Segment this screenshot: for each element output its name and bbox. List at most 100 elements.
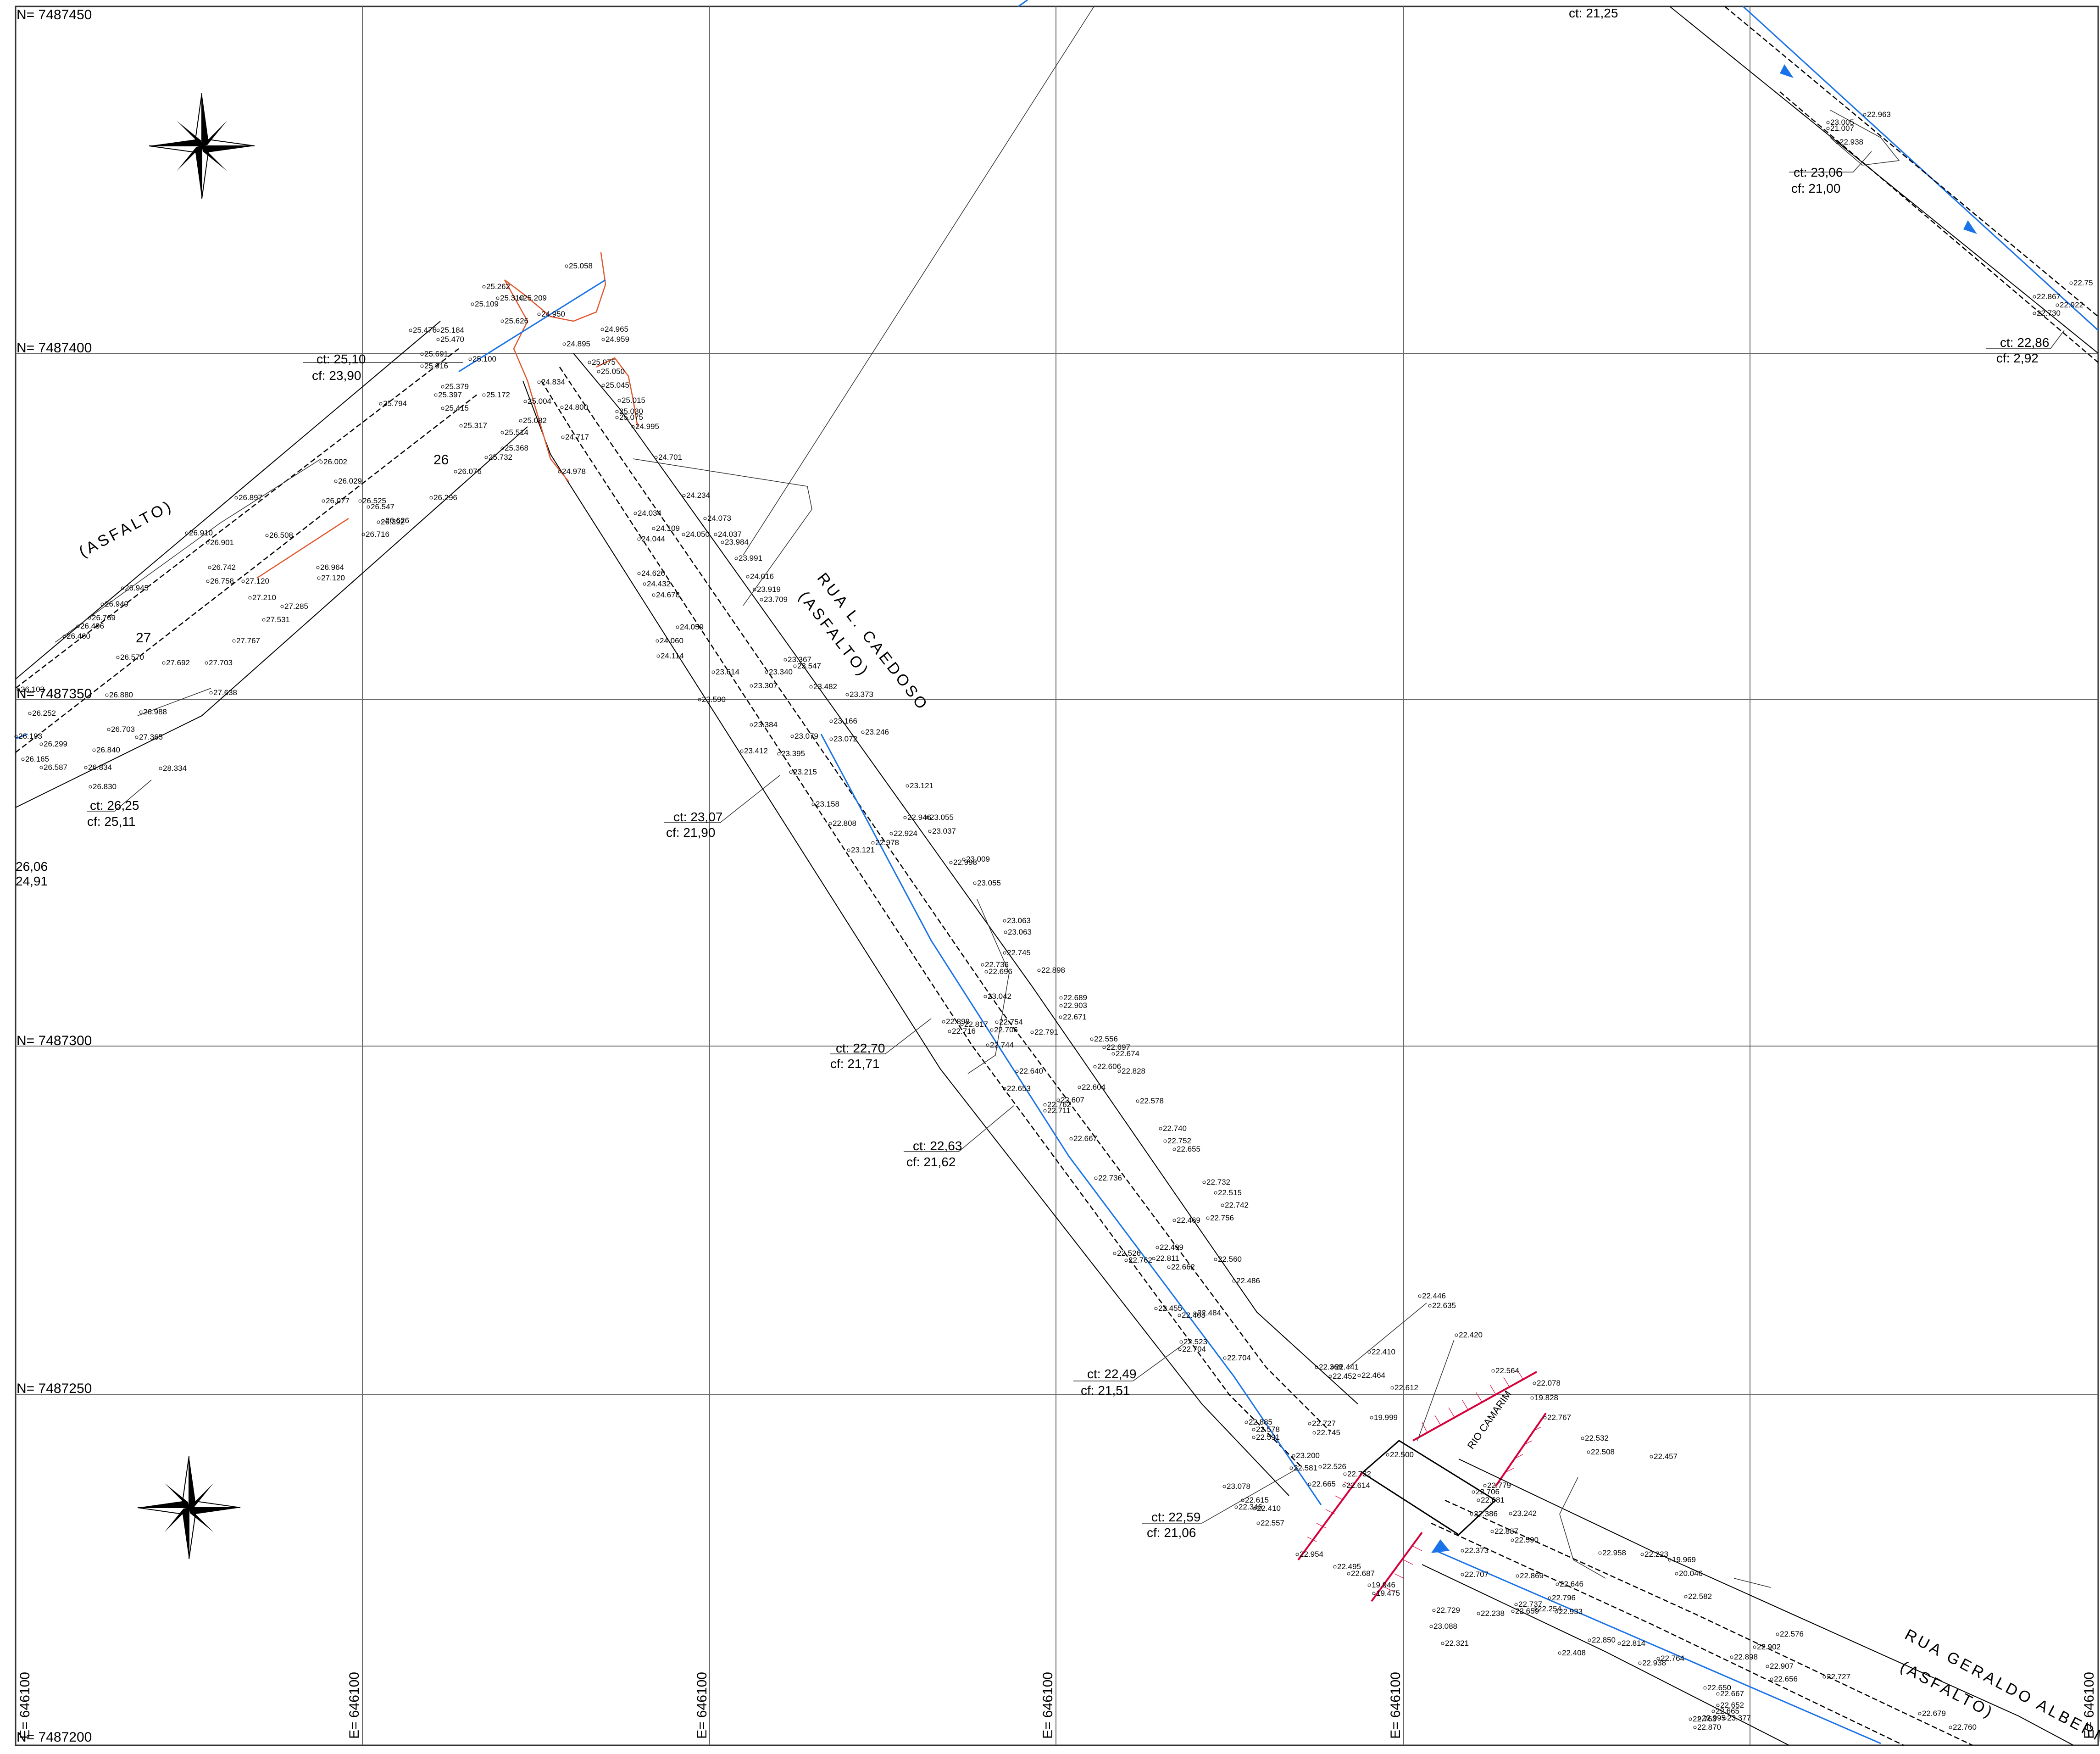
flow-arrow-icon bbox=[1963, 220, 1977, 234]
elevation-label: 22.408 bbox=[1562, 1648, 1586, 1657]
elevation-label: 25.050 bbox=[601, 367, 625, 376]
elevation-label: 22.736 bbox=[985, 960, 1009, 969]
elevation-label: 22.526 bbox=[1117, 1249, 1141, 1258]
elevation-label: 22.954 bbox=[1300, 1550, 1323, 1559]
spot-marker-icon bbox=[89, 785, 92, 789]
elevation-label: 22.656 bbox=[1774, 1675, 1798, 1683]
elevation-label: 22.732 bbox=[1206, 1178, 1230, 1186]
spot-marker-icon bbox=[1179, 1340, 1183, 1344]
elevation-label: 22.869 bbox=[1520, 1571, 1544, 1580]
spot-marker-icon bbox=[262, 618, 266, 622]
elevation-label: 25.514 bbox=[505, 428, 528, 437]
elevation-label: 22.716 bbox=[952, 1027, 976, 1036]
elevation-label: 22.978 bbox=[875, 838, 899, 847]
elevation-label: 26.830 bbox=[93, 782, 117, 791]
elevation-label: 22.796 bbox=[1552, 1593, 1576, 1602]
elevation-label: 23.166 bbox=[833, 717, 857, 725]
spot-marker-icon bbox=[1043, 1103, 1047, 1107]
spot-marker-icon bbox=[1308, 1482, 1311, 1486]
elevation-label: 22.469 bbox=[1177, 1216, 1200, 1225]
spot-marker-icon bbox=[234, 496, 238, 500]
map-frame bbox=[15, 6, 2099, 1746]
spot-marker-icon bbox=[1223, 1356, 1227, 1360]
spot-marker-icon bbox=[436, 329, 440, 332]
spot-marker-icon bbox=[984, 970, 988, 974]
spot-marker-icon bbox=[209, 691, 213, 695]
spot-marker-icon bbox=[14, 735, 18, 738]
spot-marker-icon bbox=[1703, 1686, 1707, 1690]
spot-marker-icon bbox=[1069, 1137, 1073, 1141]
spot-marker-icon bbox=[1328, 1375, 1332, 1378]
spot-marker-icon bbox=[1461, 1573, 1464, 1576]
elevation-label: 22.946 bbox=[907, 813, 931, 822]
spot-marker-icon bbox=[1003, 951, 1006, 955]
easting-label: E= 646100 bbox=[2082, 1672, 2097, 1739]
spot-marker-icon bbox=[1675, 1572, 1678, 1576]
elevation-label: 24.978 bbox=[562, 467, 586, 476]
ct-label: ct: 22,86 bbox=[2000, 335, 2049, 350]
spot-marker-icon bbox=[1753, 1645, 1756, 1649]
elevation-label: 22.75 bbox=[2073, 278, 2093, 287]
spot-marker-icon bbox=[185, 531, 189, 535]
spot-marker-icon bbox=[682, 494, 686, 497]
spot-marker-icon bbox=[652, 527, 656, 530]
spot-marker-icon bbox=[537, 312, 541, 316]
spot-marker-icon bbox=[1037, 969, 1041, 972]
spot-marker-icon bbox=[471, 302, 474, 306]
spot-marker-icon bbox=[1234, 1505, 1238, 1509]
elevation-label: 23.037 bbox=[932, 827, 956, 835]
elevation-label: 22.386 bbox=[1474, 1509, 1498, 1518]
elevation-label: 22.707 bbox=[1465, 1570, 1489, 1579]
spot-marker-icon bbox=[1516, 1574, 1519, 1578]
spot-marker-icon bbox=[206, 541, 210, 545]
ct-label: ct: 22,59 bbox=[1151, 1510, 1200, 1524]
cf-label: cf: 21,51 bbox=[1081, 1383, 1130, 1398]
elevation-label: 22.752 bbox=[1167, 1136, 1191, 1145]
spot-marker-icon bbox=[1558, 1651, 1561, 1655]
spot-marker-icon bbox=[519, 296, 522, 300]
elevation-label: 22.635 bbox=[1432, 1301, 1456, 1310]
elevation-label: 25.058 bbox=[569, 262, 593, 270]
elevation-label: 23.377 bbox=[1727, 1714, 1751, 1722]
elevation-label: 26.299 bbox=[44, 740, 67, 748]
elevation-label: 26.460 bbox=[67, 632, 90, 640]
spot-marker-icon bbox=[441, 406, 444, 410]
elevation-label: 25.470 bbox=[440, 335, 464, 344]
elevation-label: 22.557 bbox=[1261, 1519, 1284, 1527]
spot-marker-icon bbox=[1315, 1365, 1318, 1369]
elevation-label: 22.867 bbox=[2037, 292, 2061, 301]
elevation-label: 22.704 bbox=[1182, 1345, 1206, 1353]
spot-marker-icon bbox=[1256, 1521, 1260, 1525]
spot-marker-icon bbox=[1094, 1176, 1098, 1180]
elevation-label: 25.030 bbox=[619, 407, 643, 416]
spot-marker-icon bbox=[714, 533, 717, 536]
spot-marker-icon bbox=[829, 737, 833, 741]
elevation-label: 27.120 bbox=[321, 574, 345, 582]
spot-marker-icon bbox=[637, 537, 641, 541]
elevation-label: 22.828 bbox=[1122, 1067, 1145, 1075]
spot-marker-icon bbox=[484, 456, 488, 459]
spot-marker-icon bbox=[2056, 303, 2059, 307]
elevation-label: 22.887 bbox=[1494, 1527, 1518, 1536]
elevation-label: 24.114 bbox=[661, 651, 684, 660]
spot-marker-icon bbox=[740, 749, 744, 753]
spot-marker-icon bbox=[1244, 1420, 1248, 1424]
spot-marker-icon bbox=[1241, 1498, 1244, 1502]
elevation-label: 25.004 bbox=[528, 397, 551, 406]
spot-marker-icon bbox=[1232, 1279, 1236, 1283]
spot-marker-icon bbox=[845, 693, 849, 696]
elevation-label: 22.754 bbox=[999, 1018, 1023, 1026]
spot-marker-icon bbox=[1056, 1098, 1060, 1102]
spot-marker-icon bbox=[1221, 1203, 1224, 1207]
spot-marker-icon bbox=[1472, 1490, 1475, 1494]
spot-marker-icon bbox=[1429, 1625, 1433, 1628]
elevation-label: 22.662 bbox=[1171, 1263, 1195, 1271]
spot-marker-icon bbox=[601, 338, 605, 341]
spot-marker-icon bbox=[1698, 1716, 1701, 1720]
spot-marker-icon bbox=[76, 624, 80, 628]
spot-marker-icon bbox=[1015, 1069, 1019, 1073]
elevation-label: 25.015 bbox=[622, 396, 645, 405]
elevation-label: 22.764 bbox=[1661, 1654, 1684, 1663]
spot-marker-icon bbox=[656, 639, 659, 643]
